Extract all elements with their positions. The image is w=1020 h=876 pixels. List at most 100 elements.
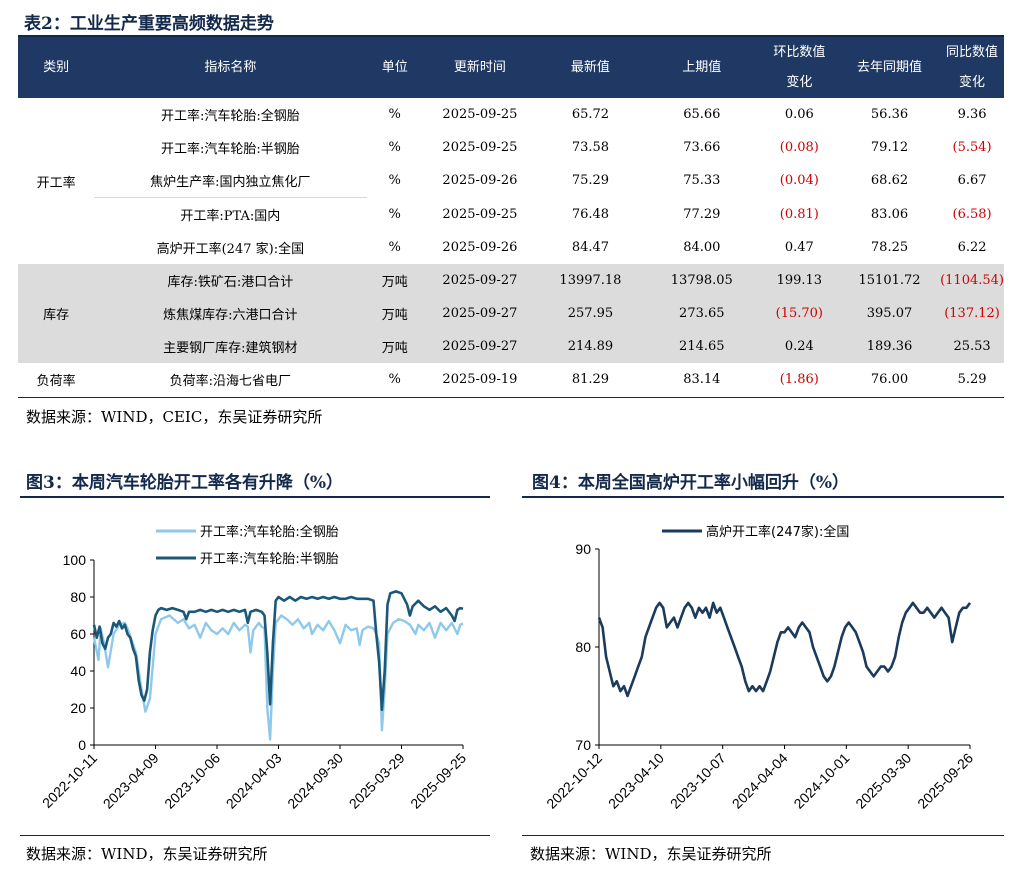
cell-latest: 13997.18 bbox=[536, 264, 644, 297]
title-rule bbox=[18, 35, 1004, 37]
cell-yoy-value: 15101.72 bbox=[838, 264, 941, 297]
cell-update-time: 2025-09-25 bbox=[442, 107, 518, 122]
x-tick-label: 2024-04-03 bbox=[223, 750, 285, 812]
header-unit: 单位 bbox=[366, 37, 423, 98]
cell-indicator-name: 负荷率:沿海七省电厂 bbox=[169, 374, 292, 389]
cell-indicator-name: 炼焦煤库存:六港口合计 bbox=[94, 297, 367, 330]
cell-mom-change: (0.04) bbox=[779, 173, 819, 189]
y-tick-label: 100 bbox=[63, 552, 87, 568]
header-mom-change: 环比数值 变化 bbox=[759, 37, 839, 98]
chart4-title-rule bbox=[522, 496, 1004, 498]
x-tick-label: 2023-10-07 bbox=[667, 750, 729, 812]
cell-mom-change: 0.06 bbox=[784, 107, 814, 122]
x-tick-label: 2024-10-01 bbox=[790, 750, 852, 812]
cell-update-time: 2025-09-25 bbox=[442, 140, 518, 155]
table-row: 开工率 开工率:汽车轮胎:全钢胎% 2025-09-25 65.72 65.66 0.06… bbox=[18, 98, 1004, 191]
cell-indicator-name: 开工率:汽车轮胎:半钢胎 bbox=[160, 142, 300, 157]
table-source: 数据来源：WIND，CEIC，东吴证券研究所 bbox=[26, 408, 323, 426]
header-category: 类别 bbox=[18, 37, 95, 98]
y-tick-label: 80 bbox=[575, 639, 591, 655]
cell-latest: 214.89 bbox=[536, 330, 644, 363]
y-tick-label: 90 bbox=[575, 541, 591, 557]
legend-label-2: 开工率:汽车轮胎:半钢胎 bbox=[200, 551, 339, 567]
cell-mom-change: 0.47 bbox=[784, 240, 814, 255]
table-row: 负荷率 负荷率:沿海七省电厂% 2025-09-19 81.29 83.14 (1.86)… bbox=[18, 363, 1004, 396]
cell-unit: % bbox=[388, 240, 401, 255]
x-tick-label: 2024-04-04 bbox=[729, 750, 791, 812]
cell-mom-change: 0.24 bbox=[759, 330, 839, 363]
x-tick-label: 2025-03-29 bbox=[346, 750, 408, 812]
cell-unit: 万吨 bbox=[366, 297, 423, 330]
table-row: 高炉开工率(247 家):全国% 2025-09-26 84.47 84.00 0.47… bbox=[18, 231, 1004, 264]
cell-unit: % bbox=[388, 372, 401, 387]
chart4-title: 图4：本周全国高炉开工率小幅回升（%） bbox=[532, 473, 849, 493]
x-tick-label: 2022-10-12 bbox=[543, 750, 605, 812]
header-prev: 上期值 bbox=[643, 37, 760, 98]
legend-label-1: 开工率:汽车轮胎:全钢胎 bbox=[200, 524, 339, 540]
cell-latest: 75.29 bbox=[571, 173, 610, 189]
cell-yoy-change: 5.29 bbox=[957, 372, 987, 387]
cell-mom-change: (15.70) bbox=[759, 297, 839, 330]
chart3-title-rule bbox=[20, 496, 490, 498]
cell-yoy-value: 78.25 bbox=[870, 240, 909, 255]
y-tick-label: 80 bbox=[70, 589, 86, 605]
header-update-time: 更新时间 bbox=[422, 37, 537, 98]
y-tick-label: 40 bbox=[70, 663, 86, 679]
cell-indicator-name: 开工率:PTA:国内 bbox=[180, 209, 281, 224]
cell-unit: % bbox=[388, 140, 401, 155]
x-tick-label: 2024-09-30 bbox=[284, 750, 346, 812]
cell-yoy-change: (5.54) bbox=[952, 140, 992, 155]
table-row: 开工率:汽车轮胎:半钢胎% 2025-09-25 73.58 73.66 (0.08) 7… bbox=[18, 131, 1004, 164]
cell-yoy-value: 56.36 bbox=[870, 107, 909, 122]
cell-prev: 83.14 bbox=[683, 372, 721, 387]
header-yoy-change: 同比数值 变化 bbox=[940, 37, 1004, 98]
x-tick-label: 2023-04-10 bbox=[605, 750, 667, 812]
cell-prev: 273.65 bbox=[643, 297, 760, 330]
cell-update-time: 2025-09-27 bbox=[422, 330, 537, 363]
cell-yoy-value: 68.62 bbox=[870, 173, 909, 189]
cell-update-time: 2025-09-25 bbox=[442, 206, 518, 222]
cell-mom-change: (1.86) bbox=[779, 372, 819, 387]
y-tick-label: 0 bbox=[78, 737, 86, 753]
cell-unit: % bbox=[388, 107, 401, 122]
cell-yoy-value: 189.36 bbox=[838, 330, 941, 363]
cell-prev: 214.65 bbox=[643, 330, 760, 363]
cell-indicator-name: 主要钢厂库存:建筑钢材 bbox=[94, 330, 367, 363]
header-latest: 最新值 bbox=[536, 37, 644, 98]
cell-yoy-value: 76.00 bbox=[870, 372, 909, 387]
cell-update-time: 2025-09-26 bbox=[442, 173, 518, 189]
cell-yoy-change: 9.36 bbox=[957, 107, 987, 122]
cell-mom-change: (0.08) bbox=[779, 140, 819, 155]
cell-category: 负荷率 bbox=[36, 374, 76, 389]
cell-indicator-name: 开工率:汽车轮胎:全钢胎 bbox=[160, 109, 300, 124]
cell-yoy-change: (6.58) bbox=[952, 206, 992, 222]
cell-yoy-value: 395.07 bbox=[838, 297, 941, 330]
table-title: 表2：工业生产重要高频数据走势 bbox=[24, 14, 274, 34]
table-header-row: 类别 指标名称 单位 更新时间 最新值 上期值 环比数值 变化 去年同期值 同比数… bbox=[18, 37, 1004, 98]
cell-latest: 257.95 bbox=[536, 297, 644, 330]
chart3-title: 图3：本周汽车轮胎开工率各有升降（%） bbox=[26, 473, 343, 493]
y-tick-label: 60 bbox=[70, 626, 86, 642]
cell-category: 开工率 bbox=[36, 175, 76, 191]
x-tick-label: 2023-10-06 bbox=[161, 750, 223, 812]
series-line-1 bbox=[92, 614, 464, 741]
legend-label-1: 高炉开工率(247家):全国 bbox=[706, 524, 849, 540]
x-tick-label: 2025-03-30 bbox=[852, 750, 914, 812]
cell-latest: 76.48 bbox=[571, 206, 610, 222]
cell-indicator-name: 焦炉生产率:国内独立焦化厂 bbox=[94, 164, 367, 198]
table-row: 炼焦煤库存:六港口合计 万吨 2025-09-27 257.95 273.65 (15.7… bbox=[18, 297, 1004, 330]
cell-update-time: 2025-09-26 bbox=[442, 240, 518, 255]
table-bottom-rule bbox=[18, 397, 1004, 398]
cell-unit: % bbox=[388, 173, 401, 189]
header-yoy-value: 去年同期值 bbox=[838, 37, 941, 98]
table-row: 库存 库存:铁矿石:港口合计 万吨 2025-09-27 13997.18 13798.0… bbox=[18, 264, 1004, 363]
y-tick-label: 70 bbox=[575, 737, 591, 753]
chart3-svg: 0 20 40 60 80 100 2022-10-11 2023-04-09 2023-10-… bbox=[39, 524, 469, 812]
cell-prev: 77.29 bbox=[683, 206, 721, 222]
cell-yoy-change: 6.67 bbox=[957, 173, 987, 189]
cell-yoy-change: 6.22 bbox=[957, 240, 987, 255]
cell-update-time: 2025-09-27 bbox=[422, 264, 537, 297]
y-tick-label: 20 bbox=[70, 700, 86, 716]
cell-yoy-change: (1104.54) bbox=[940, 264, 1004, 297]
table-row: 主要钢厂库存:建筑钢材 万吨 2025-09-27 214.89 214.65 0.24 1… bbox=[18, 330, 1004, 363]
